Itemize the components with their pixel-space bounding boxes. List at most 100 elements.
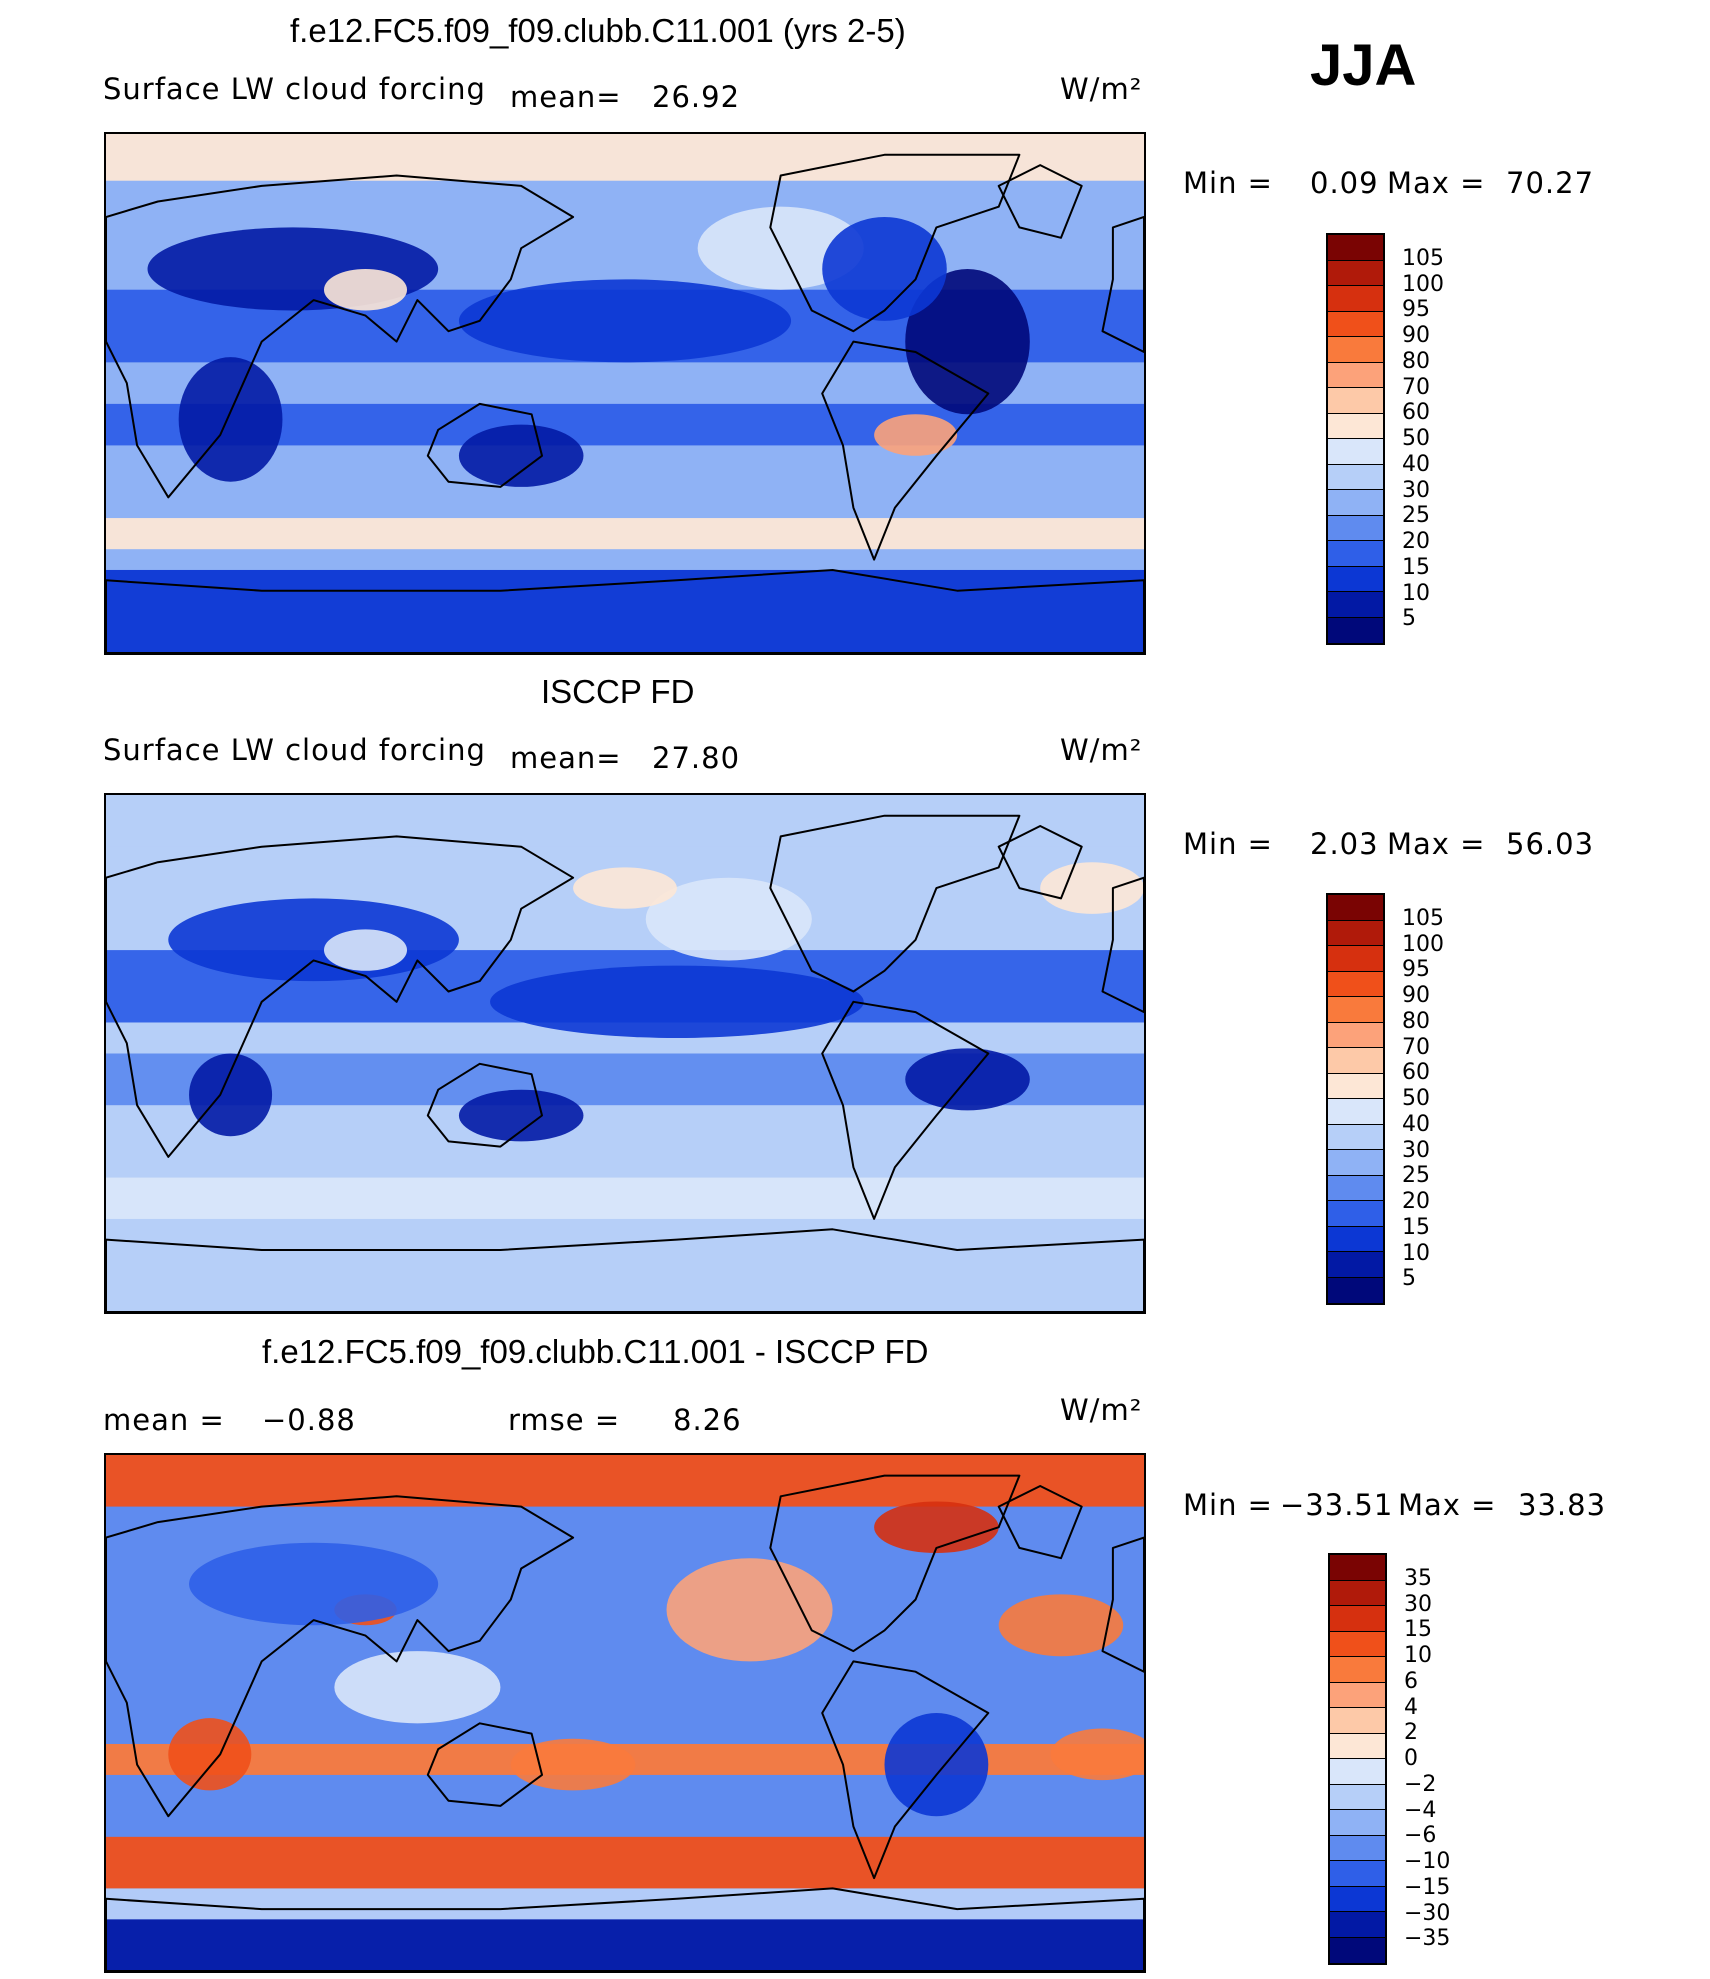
colorbar-tick-label: 10 bbox=[1402, 580, 1430, 606]
colorbar-swatch bbox=[1328, 1226, 1383, 1252]
coastline bbox=[769, 814, 1021, 993]
colorbar-swatch bbox=[1330, 1912, 1385, 1938]
colorbar-swatch bbox=[1328, 286, 1383, 312]
panel1-max-value: 70.27 bbox=[1506, 166, 1595, 200]
colorbar-tick-label: 100 bbox=[1402, 271, 1444, 297]
colorbar-swatch bbox=[1328, 1175, 1383, 1201]
contour-region bbox=[905, 268, 1030, 415]
contour-region bbox=[189, 1542, 439, 1626]
contour-region bbox=[645, 877, 812, 961]
panel1-colorbar bbox=[1326, 233, 1385, 645]
coastline bbox=[106, 1495, 575, 1818]
coastline bbox=[821, 1000, 990, 1220]
colorbar-swatch bbox=[1328, 1277, 1383, 1303]
contour-band bbox=[106, 134, 1144, 181]
colorbar-swatch bbox=[1330, 1810, 1385, 1836]
coastline bbox=[426, 402, 543, 488]
panel3-mean-label: mean = bbox=[103, 1403, 225, 1437]
colorbar-swatch bbox=[1330, 1657, 1385, 1683]
colorbar-swatch bbox=[1330, 1631, 1385, 1657]
colorbar-tick-label: 20 bbox=[1402, 1189, 1430, 1214]
colorbar-swatch bbox=[1330, 1682, 1385, 1708]
panel2-max-label: Max = bbox=[1387, 827, 1486, 861]
coastline bbox=[1101, 216, 1144, 353]
colorbar-swatch bbox=[1328, 617, 1383, 643]
colorbar-tick-label: −35 bbox=[1404, 1926, 1451, 1952]
colorbar-tick-label: 2 bbox=[1404, 1720, 1418, 1746]
colorbar-tick-label: 60 bbox=[1402, 400, 1430, 426]
panel3-map bbox=[104, 1453, 1146, 1973]
colorbar-tick-label: 10 bbox=[1402, 1240, 1430, 1266]
panel1-min-value: 0.09 bbox=[1310, 166, 1379, 200]
colorbar-swatch bbox=[1328, 1099, 1383, 1125]
coastline bbox=[106, 1887, 1144, 1971]
panel3-min-value: −33.51 bbox=[1280, 1488, 1394, 1522]
panel1-variable: Surface LW cloud forcing bbox=[103, 72, 486, 106]
colorbar-swatch bbox=[1328, 260, 1383, 286]
panel2-mean-label: mean= bbox=[510, 741, 622, 775]
colorbar-tick-label: 105 bbox=[1402, 905, 1444, 931]
colorbar-tick-label: −4 bbox=[1404, 1797, 1437, 1823]
colorbar-tick-label: −30 bbox=[1404, 1900, 1451, 1926]
panel1-min-label: Min = bbox=[1183, 166, 1273, 200]
colorbar-tick-label: 95 bbox=[1402, 957, 1430, 983]
colorbar-tick-label: 15 bbox=[1402, 1214, 1430, 1240]
panel1-mean-value: 26.92 bbox=[652, 80, 741, 114]
coastline bbox=[426, 1722, 543, 1807]
panel3-rmse-value: 8.26 bbox=[673, 1403, 742, 1437]
colorbar-swatch bbox=[1328, 439, 1383, 465]
panel1-title: f.e12.FC5.f09_f09.clubb.C11.001 (yrs 2-5… bbox=[290, 12, 906, 49]
colorbar-tick-label: 4 bbox=[1404, 1694, 1418, 1720]
panel2-mean-value: 27.80 bbox=[652, 741, 741, 775]
coastline bbox=[1101, 1536, 1144, 1673]
coastline bbox=[1101, 876, 1144, 1014]
contour-band bbox=[106, 1239, 1144, 1312]
colorbar-tick-label: 40 bbox=[1402, 1111, 1430, 1137]
contour-region bbox=[168, 898, 459, 982]
contour-region bbox=[334, 1651, 501, 1724]
colorbar-tick-label: −2 bbox=[1404, 1771, 1437, 1797]
panel1-mean-label: mean= bbox=[510, 80, 622, 114]
colorbar-tick-label: 60 bbox=[1402, 1060, 1430, 1086]
colorbar-swatch bbox=[1330, 1784, 1385, 1810]
colorbar-swatch bbox=[1328, 490, 1383, 516]
colorbar-swatch bbox=[1328, 997, 1383, 1023]
colorbar-swatch bbox=[1330, 1759, 1385, 1785]
panel2-min-label: Min = bbox=[1183, 827, 1273, 861]
contour-band bbox=[106, 795, 1144, 847]
colorbar-swatch bbox=[1330, 1708, 1385, 1734]
contour-region bbox=[666, 1558, 833, 1662]
colorbar-tick-label: 5 bbox=[1402, 606, 1416, 632]
contour-region bbox=[189, 1053, 273, 1137]
panel3-max-value: 33.83 bbox=[1518, 1488, 1607, 1522]
contour-region bbox=[884, 1713, 989, 1817]
colorbar-tick-label: −15 bbox=[1404, 1874, 1451, 1900]
colorbar-swatch bbox=[1328, 1022, 1383, 1048]
colorbar-swatch bbox=[1328, 1201, 1383, 1227]
coastline bbox=[106, 1228, 1144, 1312]
colorbar-tick-label: 30 bbox=[1404, 1591, 1432, 1617]
colorbar-tick-label: 105 bbox=[1402, 245, 1444, 271]
colorbar-swatch bbox=[1328, 1073, 1383, 1099]
contour-region bbox=[874, 1501, 999, 1554]
coastline bbox=[821, 1660, 990, 1880]
colorbar-swatch bbox=[1328, 1252, 1383, 1278]
contour-region bbox=[168, 1718, 252, 1791]
coastline bbox=[997, 825, 1083, 900]
panel2-map-plot bbox=[106, 795, 1144, 1312]
season-label: JJA bbox=[1310, 33, 1417, 98]
colorbar-swatch bbox=[1328, 1150, 1383, 1176]
contour-region bbox=[458, 279, 792, 363]
colorbar-swatch bbox=[1328, 541, 1383, 567]
colorbar-tick-label: 90 bbox=[1402, 323, 1430, 348]
colorbar-swatch bbox=[1330, 1606, 1385, 1632]
panel2-title: ISCCP FD bbox=[541, 673, 695, 710]
panel2-colorbar bbox=[1326, 893, 1385, 1305]
contour-region bbox=[490, 965, 864, 1038]
colorbar-swatch bbox=[1328, 388, 1383, 414]
colorbar-swatch bbox=[1330, 1733, 1385, 1759]
contour-region bbox=[874, 414, 958, 456]
colorbar-swatch bbox=[1328, 895, 1383, 921]
coastline bbox=[997, 1485, 1083, 1560]
colorbar-swatch bbox=[1328, 464, 1383, 490]
